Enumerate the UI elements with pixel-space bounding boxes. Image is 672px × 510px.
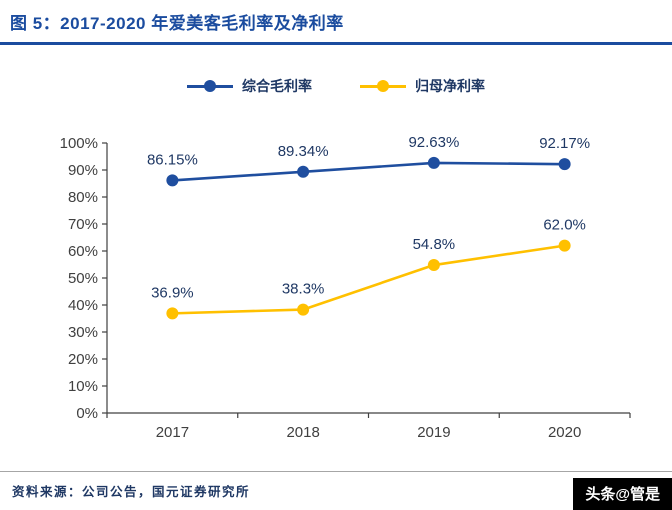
data-label: 89.34% (278, 143, 329, 160)
legend-item-gross-margin: 综合毛利率 (187, 76, 312, 96)
legend-line-icon (187, 80, 233, 92)
legend-item-net-margin: 归母净利率 (360, 76, 485, 96)
legend-label-net-margin: 归母净利率 (415, 78, 485, 94)
legend-dot-icon (377, 80, 389, 92)
y-tick-label: 70% (68, 216, 98, 233)
figure-title: 图 5：2017-2020 年爱美客毛利率及净利率 (10, 14, 344, 33)
data-label: 38.3% (282, 281, 325, 298)
series-0-marker-1 (297, 165, 310, 178)
series-0-marker-0 (166, 174, 179, 187)
series-1-marker-1 (297, 303, 310, 316)
series-1-marker-0 (166, 307, 179, 320)
legend-label-gross-margin: 综合毛利率 (242, 78, 312, 94)
legend: 综合毛利率 归母净利率 (0, 77, 672, 95)
x-tick-label: 2019 (417, 424, 450, 441)
series-1-marker-3 (558, 239, 571, 252)
y-tick-label: 20% (68, 351, 98, 368)
title-bar: 图 5：2017-2020 年爱美客毛利率及净利率 (0, 0, 672, 45)
y-tick-label: 50% (68, 270, 98, 287)
data-label: 36.9% (151, 284, 194, 301)
data-label: 92.63% (408, 134, 459, 151)
line-chart: 0% 10% 20% 30% 40% 50% 60% 70% 80% 90% 100% 2017 201… (60, 134, 631, 441)
series-0-marker-3 (558, 158, 571, 171)
data-label: 86.15% (147, 151, 198, 168)
y-tick-label: 40% (68, 297, 98, 314)
y-tick-label: 100% (60, 135, 98, 152)
data-label: 54.8% (413, 236, 456, 253)
data-label: 92.17% (539, 135, 590, 152)
x-tick-label: 2017 (156, 424, 189, 441)
series-line-1 (171, 244, 566, 315)
x-tick-label: 2018 (286, 424, 319, 441)
series-0-marker-2 (427, 156, 440, 169)
y-tick-label: 60% (68, 243, 98, 260)
y-tick-label: 30% (68, 324, 98, 341)
y-tick-label: 90% (68, 162, 98, 179)
source-note: 资料来源：公司公告，国元证券研究所 (0, 471, 672, 500)
y-tick-label: 0% (76, 405, 98, 422)
legend-line-icon (360, 80, 406, 92)
y-tick-label: 80% (68, 189, 98, 206)
series-line-0 (171, 161, 566, 182)
x-tick-label: 2020 (548, 424, 581, 441)
series-1-marker-2 (427, 259, 440, 272)
data-label: 62.0% (543, 217, 586, 234)
watermark-badge: 头条@管是 (573, 478, 672, 510)
y-tick-label: 10% (68, 378, 98, 395)
legend-dot-icon (204, 80, 216, 92)
